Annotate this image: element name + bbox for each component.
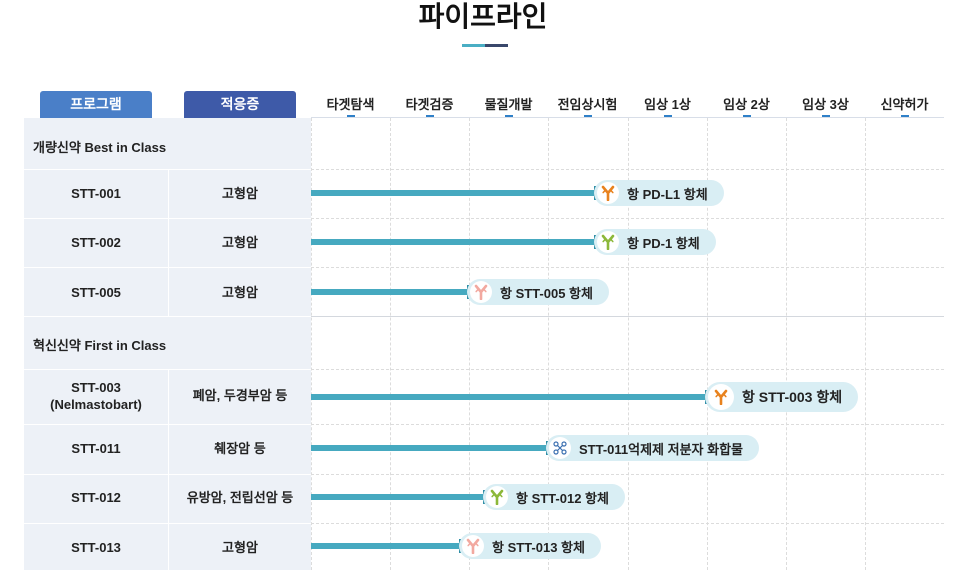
drug-pill: STT-011억제제 저분자 화합물 [546,435,760,461]
stage-label: 타겟검증 [405,97,454,112]
column-divider [168,369,169,570]
molecule-icon [549,437,571,459]
drug-pill: 항 STT-013 항체 [459,533,601,559]
row-divider [24,316,311,317]
drug-label: 항 PD-1 항체 [627,235,700,251]
grid-line [311,424,944,425]
stage-label: 신약허가 [880,97,929,112]
stage-marker [505,115,513,118]
progress-bar [311,190,596,196]
indication: 유방암, 전립선암 등 [186,490,294,505]
grid-line [311,218,944,219]
grid-line [311,118,312,570]
progress-bar [311,445,548,451]
antibody-icon [486,486,508,508]
indication: 췌장암 등 [214,441,266,456]
antibody-icon [597,231,619,253]
grid-line [469,118,470,570]
drug-pill: 항 STT-003 항체 [705,382,859,412]
drug-label: 항 STT-003 항체 [742,389,843,405]
row-divider [24,169,311,170]
stage-marker [426,115,434,118]
stage-marker [584,115,592,118]
category-label: 개량신약 Best in Class [33,140,167,155]
stage-marker [743,115,751,118]
drug-label: 항 PD-L1 항체 [627,186,708,202]
antibody-icon [470,281,492,303]
indication: 고형암 [222,285,258,300]
progress-bar [311,289,469,295]
program-name: STT-013 [71,540,121,555]
stage-marker [347,115,355,118]
title-underline [462,44,508,47]
indication: 고형암 [222,235,258,250]
indication: 고형암 [222,540,258,555]
program-name: STT-011 [71,441,121,456]
grid-line [390,118,391,570]
row-divider [24,523,311,524]
grid-line [311,169,944,170]
stage-label: 전임상시험 [557,97,618,112]
program-name: STT-001 [71,186,121,201]
program-header: 프로그램 [40,91,152,118]
grid-line [707,118,708,570]
row-divider [24,474,311,475]
column-divider [168,169,169,316]
progress-bar [311,394,707,400]
page-title: 파이프라인 [418,1,548,32]
antibody-icon [708,384,734,410]
program-name: STT-012 [71,490,121,505]
table-left-panel [24,118,311,570]
grid-line [548,118,549,570]
indication-header: 적응증 [184,91,296,118]
progress-bar [311,239,596,245]
stage-label: 임상 3상 [802,97,849,112]
progress-bar [311,543,461,549]
drug-label: STT-011억제제 저분자 화합물 [579,441,744,457]
program-subname: (Nelmastobart) [50,397,142,412]
stage-label: 임상 2상 [723,97,770,112]
grid-line [311,369,944,370]
grid-line [628,118,629,570]
grid-line [311,523,944,524]
progress-bar [311,494,485,500]
drug-label: 항 STT-005 항체 [500,285,593,301]
stage-label: 타겟탐색 [326,97,375,112]
row-divider [24,218,311,219]
grid-line [311,316,944,317]
drug-label: 항 STT-012 항체 [516,490,609,506]
antibody-icon [597,182,619,204]
drug-label: 항 STT-013 항체 [492,539,585,555]
row-divider [24,424,311,425]
stage-label: 물질개발 [484,97,533,112]
grid-line [865,118,866,570]
drug-pill: 항 PD-L1 항체 [594,180,724,206]
category-label: 혁신신약 First in Class [33,338,167,353]
program-name: STT-005 [71,285,121,300]
stage-marker [822,115,830,118]
stage-label: 임상 1상 [644,97,691,112]
header-divider [311,117,944,118]
indication: 폐암, 두경부암 등 [192,388,288,403]
row-divider [24,267,311,268]
program-name: STT-003 [71,380,121,395]
antibody-icon [462,535,484,557]
stage-marker [664,115,672,118]
drug-pill: 항 PD-1 항체 [594,229,716,255]
grid-line [311,474,944,475]
drug-pill: 항 STT-005 항체 [467,279,609,305]
grid-line [786,118,787,570]
row-divider [24,369,311,370]
indication: 고형암 [222,186,258,201]
grid-line [311,267,944,268]
stage-marker [901,115,909,118]
program-name: STT-002 [71,235,121,250]
drug-pill: 항 STT-012 항체 [483,484,625,510]
